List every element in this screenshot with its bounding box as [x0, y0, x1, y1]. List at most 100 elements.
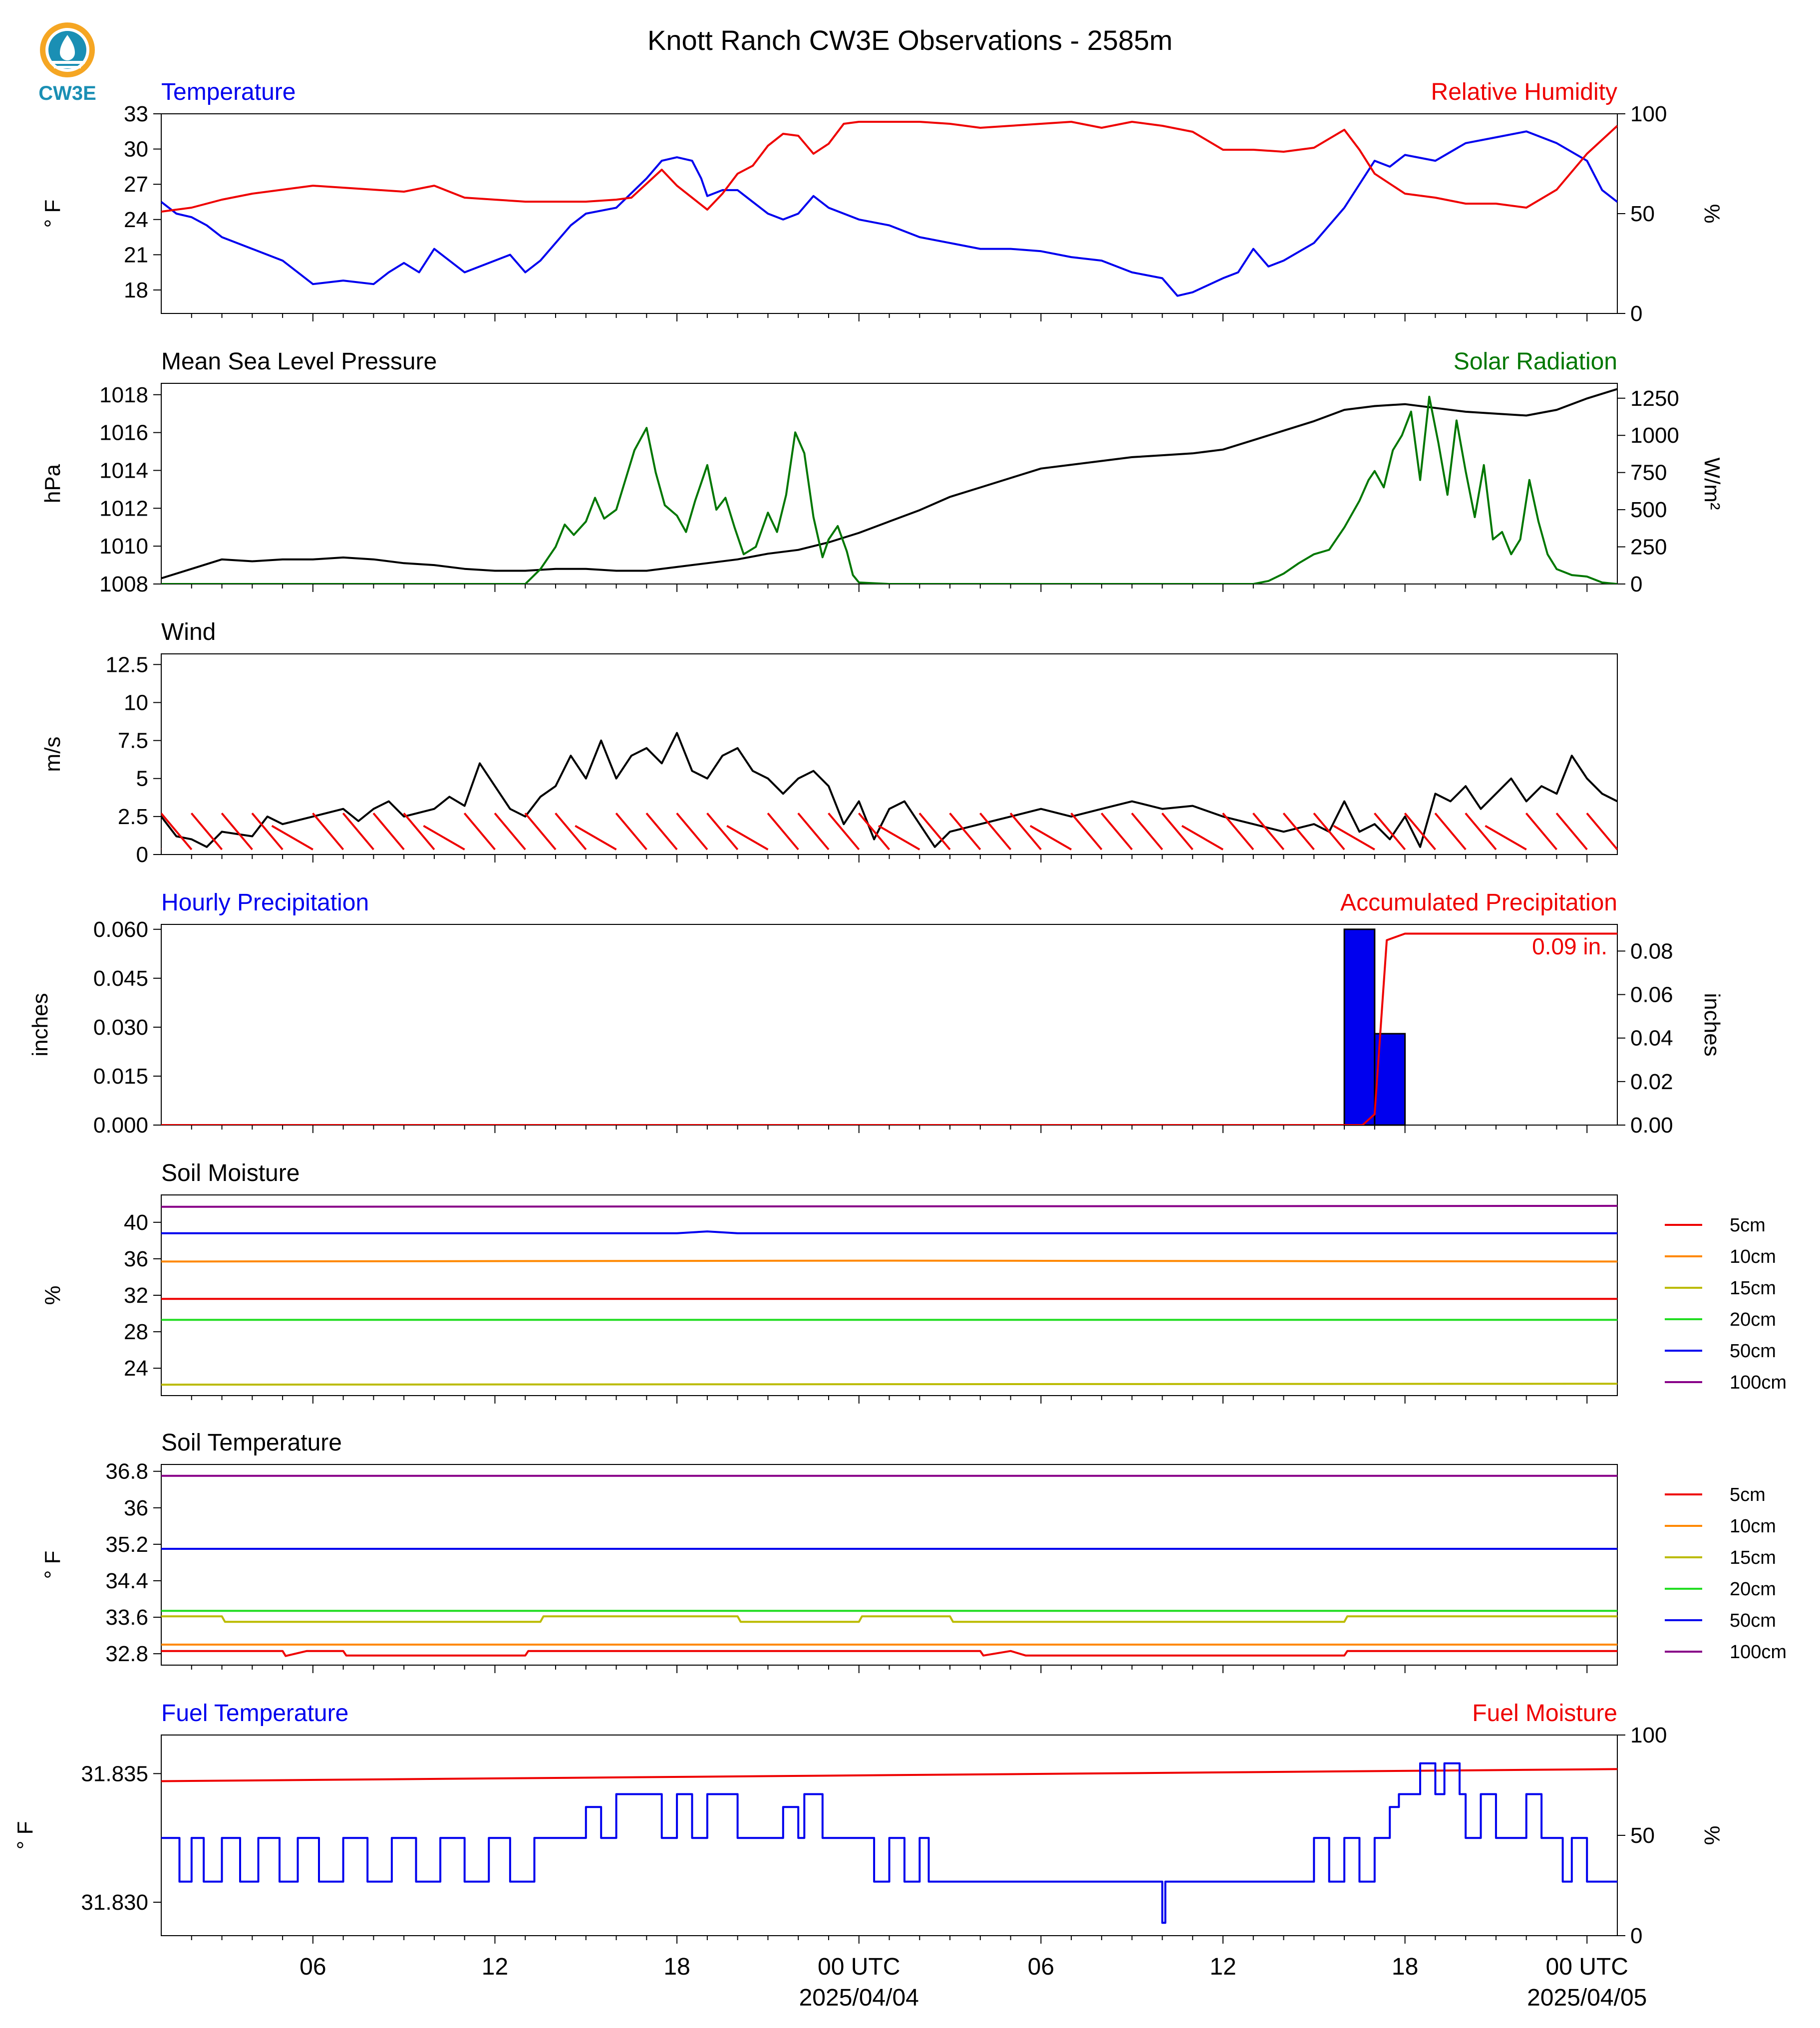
panel-5: Soil Moisture 24 28 32 36 40% 5cm 10cm 15cm 20cm 5… [40, 1160, 1787, 1404]
legend-label: 10cm [1730, 1246, 1776, 1267]
wind-barb [271, 825, 313, 851]
y-tick-label-right: 1250 [1630, 386, 1679, 411]
wind-barb [828, 812, 860, 851]
wind-barb [1586, 812, 1617, 851]
wind-barb [1333, 825, 1375, 851]
wind-barb [1434, 812, 1467, 851]
y-tick-label-right: 0 [1630, 301, 1642, 326]
y-tick-label-left: 5 [136, 767, 148, 791]
series-line-red [161, 932, 1617, 1125]
wind-barb [372, 812, 405, 851]
panel-title-left: Temperature [161, 79, 296, 105]
wind-barb [1181, 825, 1223, 851]
plot-frame [161, 383, 1618, 584]
series-line-black [161, 732, 1617, 848]
y-tick-label-left: 33.6 [105, 1605, 148, 1630]
series-line-15cm [161, 1383, 1617, 1386]
panel-title-left: Hourly Precipitation [161, 889, 369, 916]
wind-barb [1465, 812, 1497, 851]
panel-title-right: Relative Humidity [1431, 79, 1617, 105]
wind-barb [1282, 812, 1315, 851]
wind-barb [858, 812, 891, 851]
wind-barb [1252, 812, 1285, 851]
y-axis-label-left: m/s [40, 737, 65, 772]
y-tick-label-left: 10 [124, 690, 148, 715]
y-tick-label-left: 36 [124, 1247, 148, 1271]
x-tick-label: 12 [482, 1954, 508, 1980]
y-tick-label-left: 1014 [99, 458, 148, 483]
x-date-label: 2025/04/04 [799, 1985, 919, 2011]
series-line-red [161, 1768, 1617, 1782]
legend-label: 5cm [1730, 1215, 1766, 1236]
y-tick-label-right: 250 [1630, 535, 1667, 560]
panel-title-right: Accumulated Precipitation [1340, 889, 1617, 916]
y-tick-label-right: 0.00 [1630, 1113, 1673, 1138]
y-tick-label-right: 750 [1630, 461, 1667, 485]
panel-title-left: Mean Sea Level Pressure [161, 348, 437, 375]
panel-title-left: Wind [161, 619, 216, 645]
series-line-100cm [161, 1204, 1617, 1208]
panel-3: Wind 0 2.5 5 7.5 10 12.5 m/s [40, 619, 1618, 867]
y-tick-label-left: 31.830 [81, 1890, 148, 1915]
legend-label: 15cm [1730, 1547, 1776, 1568]
y-tick-label-left: 21 [124, 243, 148, 267]
y-tick-label-left: 24 [124, 208, 148, 232]
x-axis-labels: 06 12 18 00 UTC 2025/04/04 06 12 18 00 UTC 2025/0… [300, 1954, 1647, 2011]
y-tick-label-right: 0 [1630, 1924, 1642, 1948]
y-tick-label-left: 27 [124, 172, 148, 197]
y-axis-label-left: % [40, 1285, 65, 1305]
panel-4: Hourly Precipitation Accumulated Precipit… [28, 889, 1724, 1138]
wind-barb [878, 825, 920, 851]
wind-barb [423, 825, 465, 851]
panel-title-left: Soil Temperature [161, 1430, 342, 1456]
y-tick-label-left: 0.060 [93, 917, 148, 942]
panel-2: Mean Sea Level Pressure Solar Radiation 10… [40, 348, 1724, 596]
y-tick-label-left: 24 [124, 1356, 148, 1381]
wind-barb [979, 812, 1012, 851]
wind-barb [1525, 812, 1557, 851]
legend-label: 50cm [1730, 1610, 1776, 1631]
plot-frame [161, 1735, 1618, 1936]
y-tick-label-left: 0.015 [93, 1064, 148, 1089]
legend-label: 5cm [1730, 1484, 1766, 1505]
y-axis-label-left: ° F [13, 1821, 37, 1850]
y-tick-label-left: 32 [124, 1283, 148, 1308]
legend-label: 10cm [1730, 1516, 1776, 1537]
plot-frame [161, 1464, 1618, 1666]
y-tick-label-left: 2.5 [118, 805, 148, 829]
panel-title-right: Fuel Moisture [1472, 1700, 1617, 1727]
wind-barb [251, 812, 284, 851]
wind-barb [676, 812, 708, 851]
y-tick-label-left: 1010 [99, 534, 148, 559]
panel-1: Temperature Relative Humidity 18 21 24 27 30 33… [40, 79, 1724, 326]
y-axis-label-right: % [1700, 1825, 1724, 1845]
x-tick-label: 06 [1028, 1954, 1054, 1980]
y-tick-label-left: 32.8 [105, 1642, 148, 1666]
wind-barb [1313, 812, 1345, 851]
y-tick-label-right: 0.04 [1630, 1026, 1673, 1051]
legend-label: 100cm [1730, 1372, 1787, 1393]
panel-title-right: Solar Radiation [1454, 348, 1617, 375]
legend-label: 100cm [1730, 1642, 1787, 1663]
y-tick-label-left: 18 [124, 278, 148, 302]
y-tick-label-left: 1012 [99, 496, 148, 521]
wind-barb [312, 812, 344, 851]
y-tick-label-right: 1000 [1630, 423, 1679, 448]
y-axis-label-left: ° F [40, 1551, 65, 1579]
y-tick-label-left: 40 [124, 1210, 148, 1235]
series-line-blue [161, 130, 1617, 297]
panel-6: Soil Temperature 32.8 33.6 34.4 35.2 36 36.8 ° … [40, 1430, 1787, 1673]
y-tick-label-right: 500 [1630, 498, 1667, 522]
logo-text: CW3E [38, 82, 96, 104]
wind-barb [1404, 812, 1436, 851]
y-tick-label-left: 36 [124, 1496, 148, 1520]
wind-barb [1222, 812, 1254, 851]
y-tick-label-left: 33 [124, 102, 148, 126]
y-tick-label-left: 35.2 [105, 1532, 148, 1557]
wind-barb [1009, 812, 1042, 851]
wind-barb [1131, 812, 1163, 851]
accumulated-annotation: 0.09 in. [1532, 933, 1607, 959]
series-line-5cm [161, 1650, 1617, 1657]
x-tick-label: 12 [1210, 1954, 1236, 1980]
y-tick-label-left: 1016 [99, 421, 148, 445]
